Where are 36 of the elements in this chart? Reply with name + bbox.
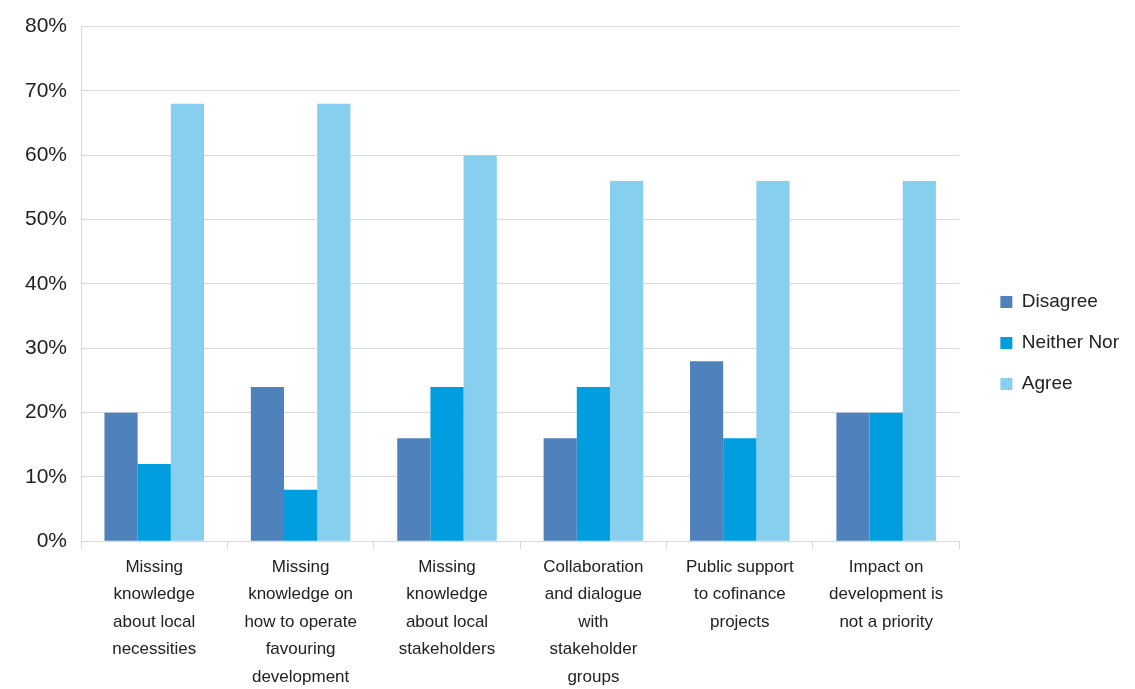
bar [170,103,204,541]
y-tick-label: 20% [25,399,68,423]
bar [576,386,610,541]
bar [104,412,138,541]
x-tick-label: Collaboration and dialogue with stakeholder groups [543,556,644,686]
bar [137,464,171,541]
x-tick-label: Missing knowledge about local stakeholders [398,556,496,659]
legend-label: Agree [1021,372,1073,394]
bar [690,361,724,541]
y-tick-label: 70% [25,77,68,101]
y-tick-label: 10% [25,463,68,487]
y-tick-label: 0% [36,528,68,552]
y-tick-label: 30% [25,335,68,359]
y-tick-label: 80% [25,13,68,37]
bar [869,412,903,541]
x-tick-label: Missing knowledge about local necessities [112,556,197,659]
bar [723,438,757,541]
y-tick-label: 60% [25,142,68,166]
bar [317,103,351,541]
x-tick-label: Impact on development is not a priority [828,556,944,631]
bar [284,489,318,541]
x-tick-label: Public support to cofinance projects [685,556,794,631]
legend-label: Neither Nor [1021,331,1120,353]
bar [543,438,577,541]
bar [836,412,870,541]
bar [397,438,431,541]
bar [463,155,497,541]
x-tick-label: Missing knowledge on how to operate favouring development [244,556,357,686]
bar [250,386,285,541]
y-tick-label: 50% [25,206,68,230]
legend-label: Disagree [1021,290,1098,312]
bar [609,181,644,541]
bar [430,386,464,541]
y-tick-label: 40% [25,270,68,294]
bar [756,181,790,541]
bar [902,181,936,541]
